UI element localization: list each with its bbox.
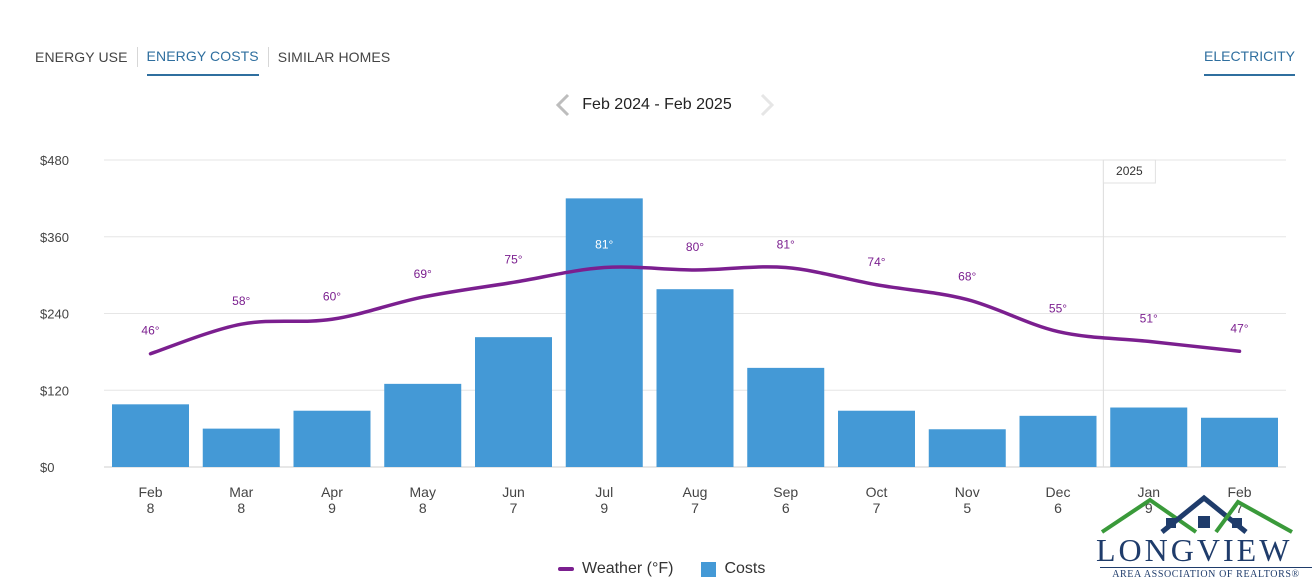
x-category-sublabel: 8 bbox=[237, 500, 245, 516]
x-category-label: Feb bbox=[1227, 484, 1251, 500]
temperature-label: 74° bbox=[867, 255, 885, 269]
cost-bar bbox=[928, 429, 1006, 467]
temperature-label: 75° bbox=[504, 252, 522, 266]
x-category-sublabel: 5 bbox=[963, 500, 971, 516]
tab-divider bbox=[136, 47, 138, 67]
cost-bar bbox=[1019, 415, 1097, 467]
weather-line bbox=[148, 265, 1242, 356]
weather-legend-label[interactable]: Weather (°F) bbox=[582, 560, 674, 577]
y-tick-label: $360 bbox=[40, 230, 69, 245]
x-category-sublabel: 7 bbox=[1236, 500, 1244, 516]
x-category-label: Jan bbox=[1137, 484, 1160, 500]
cost-bar bbox=[202, 428, 280, 467]
weather-legend-swatch bbox=[558, 567, 574, 571]
tab-energy-costs[interactable]: ENERGY COSTS bbox=[146, 48, 259, 76]
y-tick-label: $0 bbox=[40, 460, 54, 475]
energy-costs-chart: $480 $360 $240 $120 $0 2025 46° 58° 60° 69° 75° 81°… bbox=[40, 153, 1286, 516]
x-category-sublabel: 9 bbox=[328, 500, 336, 516]
x-category-label: Sep bbox=[773, 484, 798, 500]
x-category-sublabel: 7 bbox=[510, 500, 518, 516]
cost-bar bbox=[1201, 417, 1278, 467]
x-category-sublabel: 7 bbox=[873, 500, 881, 516]
cost-bar bbox=[384, 383, 462, 467]
tab-divider bbox=[267, 47, 269, 67]
temperature-label: 81° bbox=[595, 238, 613, 252]
temperature-label: 60° bbox=[323, 289, 341, 303]
chevron-left-icon[interactable] bbox=[554, 92, 572, 122]
chart-legend: Weather (°F) Costs bbox=[558, 560, 765, 578]
cost-bar bbox=[747, 367, 825, 467]
y-tick-label: $480 bbox=[40, 153, 69, 168]
temperature-label: 68° bbox=[958, 270, 976, 284]
house-roof-icon bbox=[1100, 494, 1293, 534]
x-category-sublabel: 7 bbox=[691, 500, 699, 516]
x-category-label: May bbox=[410, 484, 436, 500]
logo-name: LONGVIEW bbox=[1096, 532, 1293, 568]
view-tabs: ENERGY USE ENERGY COSTS SIMILAR HOMES bbox=[35, 47, 391, 76]
year-marker-box bbox=[1102, 159, 1156, 184]
chevron-right-icon[interactable] bbox=[758, 92, 776, 122]
temperature-label: 81° bbox=[777, 238, 795, 252]
tab-similar-homes[interactable]: SIMILAR HOMES bbox=[277, 49, 391, 65]
x-category-label: Aug bbox=[683, 484, 708, 500]
costs-legend-swatch bbox=[701, 561, 717, 577]
x-category-sublabel: 8 bbox=[419, 500, 427, 516]
temperature-label: 58° bbox=[232, 294, 250, 308]
x-category-sublabel: 8 bbox=[147, 500, 155, 516]
x-category-label: Jun bbox=[502, 484, 525, 500]
temperature-label: 55° bbox=[1049, 302, 1067, 316]
temperature-label: 69° bbox=[414, 267, 432, 281]
logo-subtitle: AREA ASSOCIATION OF REALTORS® bbox=[1100, 567, 1312, 580]
costs-legend-label[interactable]: Costs bbox=[724, 560, 766, 577]
x-category-label: Mar bbox=[229, 484, 253, 500]
cost-bar bbox=[112, 404, 189, 467]
temperature-label: 51° bbox=[1140, 311, 1158, 325]
x-category-label: Oct bbox=[866, 484, 888, 500]
longview-logo: LONGVIEW AREA ASSOCIATION OF REALTORS® bbox=[1092, 494, 1314, 582]
cost-bar bbox=[565, 198, 643, 467]
year-marker-label: 2025 bbox=[1116, 164, 1143, 178]
cost-bar bbox=[293, 410, 371, 467]
x-category-sublabel: 9 bbox=[1145, 500, 1153, 516]
y-tick-label: $120 bbox=[40, 383, 69, 398]
cost-bar bbox=[475, 337, 552, 467]
x-category-label: Nov bbox=[955, 484, 980, 500]
x-category-label: Feb bbox=[138, 484, 162, 500]
x-category-label: Dec bbox=[1046, 484, 1071, 500]
x-category-sublabel: 6 bbox=[782, 500, 790, 516]
y-tick-label: $240 bbox=[40, 307, 69, 322]
cost-bar bbox=[838, 410, 915, 467]
period-label: Feb 2024 - Feb 2025 bbox=[582, 96, 732, 113]
temperature-label: 47° bbox=[1230, 321, 1248, 335]
x-category-label: Apr bbox=[321, 484, 343, 500]
temperature-label: 46° bbox=[141, 324, 159, 338]
cost-bar bbox=[1110, 407, 1188, 467]
cost-bar bbox=[656, 289, 734, 467]
x-category-label: Jul bbox=[595, 484, 613, 500]
x-category-sublabel: 6 bbox=[1054, 500, 1062, 516]
tab-electricity[interactable]: ELECTRICITY bbox=[1203, 48, 1295, 76]
tab-energy-use[interactable]: ENERGY USE bbox=[35, 49, 128, 65]
x-category-sublabel: 9 bbox=[600, 500, 608, 516]
temperature-label: 80° bbox=[686, 240, 704, 254]
